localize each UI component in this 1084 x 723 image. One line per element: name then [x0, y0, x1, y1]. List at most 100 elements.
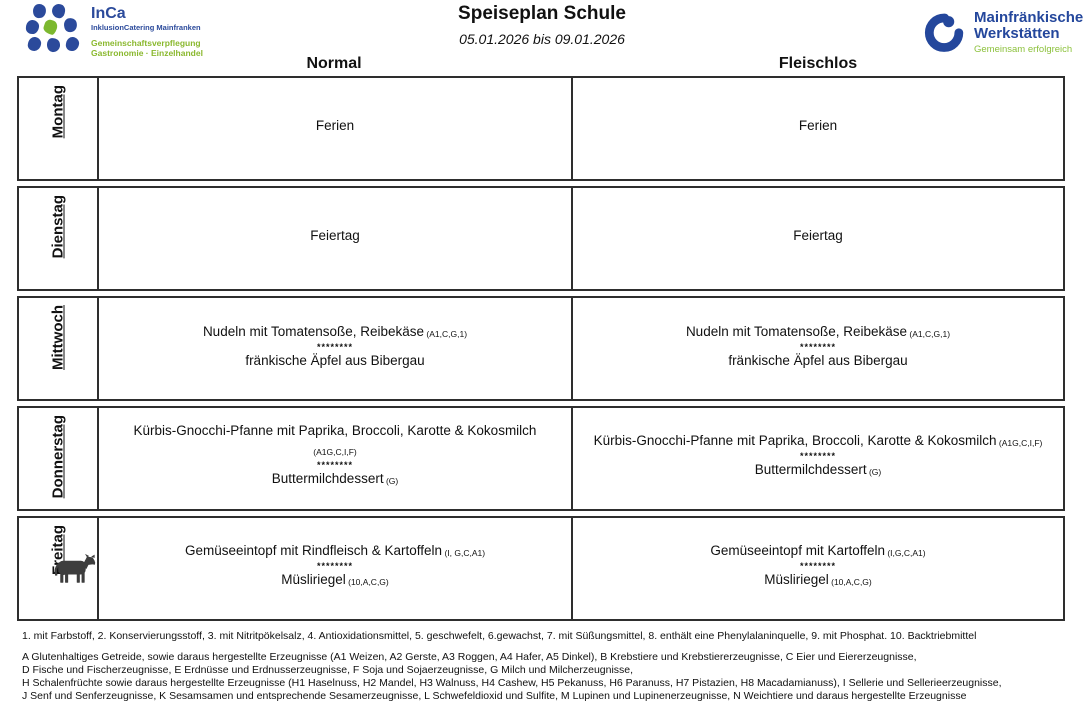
- day-row: Dienstag Feiertag Feiertag: [17, 186, 1065, 291]
- footnote-line: H Schalenfrüchte sowie daraus hergestell…: [22, 677, 1002, 689]
- day-row: Mittwoch Nudeln mit Tomatensoße, Reibekä…: [17, 296, 1065, 401]
- allergen-codes: (A1,C,G,1): [907, 328, 951, 339]
- mfw-tagline: Gemeinsam erfolgreich: [974, 43, 1073, 55]
- dish-text: fränkische Äpfel aus Bibergau: [245, 352, 425, 368]
- column-header-normal: Normal: [306, 55, 362, 72]
- dish-text: Müsliriegel: [281, 571, 346, 587]
- dish-text: Müsliriegel: [764, 571, 829, 587]
- allergen-codes: (G): [866, 466, 882, 477]
- day-cell: Dienstag: [19, 188, 99, 289]
- dish-text: fränkische Äpfel aus Bibergau: [728, 352, 908, 368]
- dish-line: Nudeln mit Tomatensoße, Reibekäse (A1,C,…: [203, 323, 467, 342]
- day-row: Montag Ferien Ferien: [17, 76, 1065, 181]
- mfw-logo-text: Mainfränkische Werkstätten Gemeinsam erf…: [974, 5, 1083, 54]
- allergen-codes: (A1,C,G,1): [424, 328, 468, 339]
- menu-separator: ********: [316, 460, 354, 470]
- footnote-line: J Senf und Senferzeugnisse, K Sesamsamen…: [22, 690, 967, 702]
- menu-cell-normal: Ferien: [99, 78, 573, 179]
- menu-separator: ********: [799, 341, 837, 352]
- dish-text: Feiertag: [310, 228, 360, 243]
- date-range: 05.01.2026 bis 09.01.2026: [459, 31, 625, 47]
- dish-line: Buttermilchdessert (G): [755, 461, 881, 480]
- day-column-spacer: [17, 55, 97, 73]
- dish-line: Feiertag: [310, 227, 360, 244]
- mfw-logo-mark-icon: [921, 5, 969, 60]
- allergen-codes: (A1G,C,I,F): [313, 447, 357, 457]
- dish-line: Nudeln mit Tomatensoße, Reibekäse (A1,C,…: [686, 323, 950, 342]
- menu-separator: ********: [316, 560, 354, 571]
- dish-text: Ferien: [798, 118, 838, 133]
- dish-line: Müsliriegel (10,A,C,G): [281, 571, 389, 590]
- column-headers: Normal Fleischlos: [17, 55, 1065, 73]
- menu-separator: ********: [799, 450, 837, 461]
- dish-text: Ferien: [315, 118, 355, 133]
- menu-cell-fleischlos: Gemüseeintopf mit Kartoffeln (I,G,C,A1) *…: [573, 518, 1063, 619]
- dish-line: Kürbis-Gnocchi-Pfanne mit Paprika, Brocc…: [113, 422, 557, 460]
- inca-logo-text: InCa InklusionCatering Mainfranken Gemei…: [91, 4, 203, 58]
- inca-logo: InCa InklusionCatering Mainfranken Gemei…: [25, 2, 203, 58]
- allergen-codes: (10,A,C,G): [828, 576, 872, 587]
- footnote-line: A Glutenhaltiges Getreide, sowie daraus …: [22, 651, 917, 663]
- allergen-codes: (I,G,C,A1): [884, 547, 926, 558]
- dish-line: Ferien: [316, 117, 354, 134]
- day-cell: Mittwoch: [19, 298, 99, 399]
- day-row: Donnerstag Kürbis-Gnocchi-Pfanne mit Pap…: [17, 406, 1065, 511]
- dish-line: Feiertag: [793, 227, 843, 244]
- day-cell: Montag: [19, 78, 99, 179]
- menu-separator: ********: [316, 341, 354, 352]
- dish-line: fränkische Äpfel aus Bibergau: [245, 352, 424, 369]
- dish-line: Kürbis-Gnocchi-Pfanne mit Paprika, Brocc…: [594, 432, 1043, 451]
- title-block: Speiseplan Schule 05.01.2026 bis 09.01.2…: [0, 3, 1084, 47]
- allergen-codes: (A1G,C,I,F): [996, 437, 1043, 448]
- page-title: Speiseplan Schule: [458, 3, 626, 24]
- meal-plan-table: Montag Ferien Ferien Dienstag Feiertag F…: [17, 76, 1065, 626]
- inca-line2: Gemeinschaftsverpflegung: [91, 37, 201, 48]
- menu-cell-fleischlos: Nudeln mit Tomatensoße, Reibekäse (A1,C,…: [573, 298, 1063, 399]
- dish-text: Nudeln mit Tomatensoße, Reibekäse: [202, 323, 425, 339]
- dish-line: Gemüseeintopf mit Rindfleisch & Kartoffe…: [185, 542, 485, 561]
- day-label: Dienstag: [49, 195, 67, 259]
- inca-subtitle: InklusionCatering Mainfranken: [91, 23, 201, 32]
- dish-line: Müsliriegel (10,A,C,G): [764, 571, 872, 590]
- day-row: Freitag: [17, 516, 1065, 621]
- dish-text: Feiertag: [793, 228, 843, 243]
- dish-line: fränkische Äpfel aus Bibergau: [728, 352, 907, 369]
- mfw-name-line2: Werkstätten: [974, 24, 1060, 42]
- dish-text: Gemüseeintopf mit Kartoffeln: [710, 542, 885, 558]
- dish-line: Buttermilchdessert (G): [272, 470, 398, 489]
- menu-cell-normal: Gemüseeintopf mit Rindfleisch & Kartoffe…: [99, 518, 573, 619]
- menu-separator: ********: [799, 560, 837, 571]
- footnote-line: D Fische und Fischerzeugnisse, E Erdnüss…: [22, 664, 634, 676]
- day-label: Donnerstag: [49, 415, 67, 499]
- dish-text: Kürbis-Gnocchi-Pfanne mit Paprika, Brocc…: [593, 432, 997, 448]
- cow-icon: [52, 553, 96, 584]
- menu-cell-normal: Nudeln mit Tomatensoße, Reibekäse (A1,C,…: [99, 298, 573, 399]
- dish-text: Buttermilchdessert: [271, 471, 384, 486]
- column-header-fleischlos: Fleischlos: [778, 55, 858, 72]
- footnote-line: 1. mit Farbstoff, 2. Konservierungsstoff…: [22, 630, 977, 642]
- dish-line: Ferien: [799, 117, 837, 134]
- menu-cell-fleischlos: Feiertag: [573, 188, 1063, 289]
- menu-cell-normal: Kürbis-Gnocchi-Pfanne mit Paprika, Brocc…: [99, 408, 573, 509]
- dish-text: Gemüseeintopf mit Rindfleisch & Kartoffe…: [184, 542, 443, 558]
- allergen-codes: (I, G,C,A1): [442, 547, 486, 558]
- allergen-codes: (10,A,C,G): [345, 576, 389, 587]
- mfw-logo: Mainfränkische Werkstätten Gemeinsam erf…: [921, 5, 1083, 60]
- menu-cell-fleischlos: Kürbis-Gnocchi-Pfanne mit Paprika, Brocc…: [573, 408, 1063, 509]
- allergen-codes: (G): [383, 476, 399, 486]
- dish-text: Buttermilchdessert: [754, 461, 867, 477]
- day-label: Montag: [49, 85, 67, 139]
- day-cell: Donnerstag: [19, 408, 99, 509]
- menu-cell-normal: Feiertag: [99, 188, 573, 289]
- footnotes: 1. mit Farbstoff, 2. Konservierungsstoff…: [22, 630, 1080, 703]
- dish-text: Nudeln mit Tomatensoße, Reibekäse: [685, 323, 908, 339]
- day-label: Mittwoch: [49, 305, 67, 370]
- menu-cell-fleischlos: Ferien: [573, 78, 1063, 179]
- day-cell: Freitag: [19, 518, 99, 619]
- dish-line: Gemüseeintopf mit Kartoffeln (I,G,C,A1): [710, 542, 925, 561]
- inca-name: InCa: [91, 5, 126, 22]
- inca-line3: Gastronomie · Einzelhandel: [91, 48, 203, 58]
- dish-text: Kürbis-Gnocchi-Pfanne mit Paprika, Brocc…: [133, 423, 537, 438]
- mfw-name-line1: Mainfränkische: [974, 9, 1084, 26]
